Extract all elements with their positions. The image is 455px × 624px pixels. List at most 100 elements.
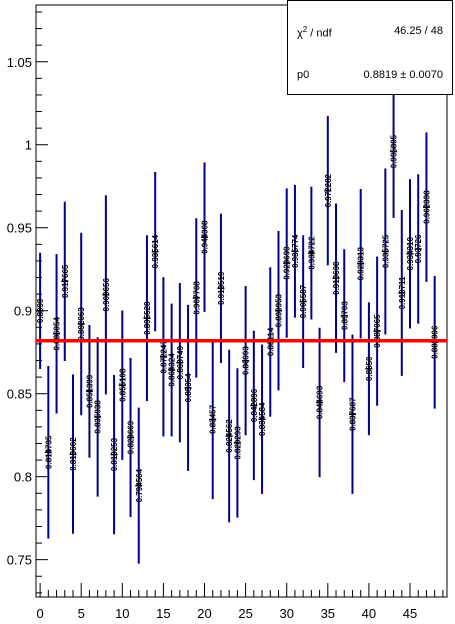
p0-value: 0.8819 ± 0.0070 bbox=[363, 69, 443, 81]
x-tick-label: 0 bbox=[36, 606, 43, 621]
data-label: 0.824562 bbox=[225, 419, 234, 453]
y-axis: 0.75 0.8 0.85 0.9 0.95 1 1.05 bbox=[7, 11, 48, 594]
data-label: 0.813602 bbox=[69, 437, 78, 471]
data-label: 0.872247 bbox=[159, 340, 168, 374]
data-label: 0.89703 bbox=[340, 301, 349, 330]
data-label: 0.907768 bbox=[192, 281, 201, 315]
data-point bbox=[61, 201, 69, 361]
data-label: 0.917665 bbox=[61, 264, 70, 298]
data-label: 0.910711 bbox=[398, 276, 407, 309]
data-point bbox=[110, 374, 118, 535]
data-point bbox=[85, 324, 93, 458]
data-label: 0.928313 bbox=[357, 247, 366, 281]
data-point bbox=[324, 116, 332, 266]
data-point bbox=[422, 132, 430, 282]
data-point bbox=[135, 407, 143, 564]
data-label: 0.905587 bbox=[299, 284, 308, 318]
chi2-symbol: χ bbox=[297, 27, 303, 40]
y-tick-label: 1.05 bbox=[7, 55, 32, 70]
y-tick-label: 0.75 bbox=[7, 553, 32, 568]
data-label: 0.8999 bbox=[36, 298, 45, 323]
data-label: 0.8650 bbox=[365, 356, 374, 381]
x-axis: 0 5 10 15 20 25 30 35 40 45 bbox=[36, 583, 444, 621]
data-point bbox=[217, 213, 225, 363]
data-point bbox=[184, 304, 192, 471]
data-point bbox=[127, 357, 135, 518]
data-label: 0.842896 bbox=[250, 388, 259, 422]
data-label: 0.823669 bbox=[127, 420, 136, 454]
data-label: 0.935725 bbox=[381, 234, 390, 268]
y-tick-label: 0.95 bbox=[7, 221, 32, 236]
plot-border bbox=[35, 4, 448, 598]
data-point bbox=[242, 285, 250, 436]
data-point bbox=[398, 209, 406, 376]
data-point bbox=[176, 282, 184, 443]
data-point bbox=[118, 310, 126, 460]
data-label: 0.814735 bbox=[44, 435, 53, 469]
data-point bbox=[348, 334, 356, 494]
data-label: 0.844693 bbox=[316, 385, 325, 419]
x-tick-label: 20 bbox=[197, 606, 211, 621]
data-label: 0.899953 bbox=[274, 293, 283, 327]
data-label: 0.892063 bbox=[77, 307, 86, 341]
chi2-value: 46.25 / 48 bbox=[394, 25, 443, 37]
data-label: 0.855108 bbox=[118, 368, 127, 402]
y-tick-label: 0.8 bbox=[14, 470, 32, 485]
data-point bbox=[406, 179, 414, 329]
data-point bbox=[373, 256, 381, 406]
data-label: 0.928699 bbox=[283, 246, 292, 280]
data-label: 0.934722 bbox=[307, 236, 316, 270]
data-point bbox=[44, 365, 52, 539]
stats-box: χ2 / ndf 46.25 / 48 p0 0.8819 ± 0.0070 bbox=[287, 0, 453, 95]
data-point bbox=[340, 249, 348, 383]
data-label: 0.83457 bbox=[209, 404, 218, 433]
x-tick-label: 45 bbox=[403, 606, 417, 621]
data-label: 0.913519 bbox=[217, 271, 226, 305]
data-label: 0.995805 bbox=[390, 134, 399, 168]
x-tick-label: 35 bbox=[321, 606, 335, 621]
data-points bbox=[36, 85, 439, 564]
data-label: 0.886054 bbox=[53, 317, 62, 351]
data-label: 0.835938 bbox=[94, 400, 103, 434]
x-tick-label: 5 bbox=[78, 606, 85, 621]
data-point bbox=[53, 254, 61, 414]
x-tick-label: 10 bbox=[115, 606, 129, 621]
data-point bbox=[414, 174, 422, 324]
data-point bbox=[168, 303, 176, 437]
chi2-name: χ2 / ndf bbox=[297, 25, 332, 40]
data-point bbox=[307, 186, 315, 320]
x-tick-label: 25 bbox=[238, 606, 252, 621]
data-point bbox=[250, 330, 258, 481]
stats-row-p0: p0 0.8819 ± 0.0070 bbox=[288, 48, 452, 95]
data-label: 0.935614 bbox=[151, 234, 160, 268]
data-labels: 0.8999 0.814735 0.886054 0.917665 0.813602 0.… bbox=[36, 134, 440, 502]
plot-frame bbox=[35, 4, 448, 598]
data-label: 0.868749 bbox=[176, 345, 185, 379]
y-tick-label: 0.9 bbox=[14, 304, 32, 319]
data-label: 0.85354 bbox=[184, 373, 193, 402]
data-label: 0.935774 bbox=[291, 234, 300, 268]
p0-name: p0 bbox=[297, 69, 310, 81]
data-point bbox=[36, 252, 44, 369]
data-label: 0.820293 bbox=[233, 426, 242, 460]
chi2-superscript: 2 bbox=[302, 25, 308, 34]
data-point bbox=[225, 349, 233, 523]
data-label: 0.962398 bbox=[422, 190, 431, 224]
data-label: 0.851399 bbox=[85, 374, 94, 408]
data-point bbox=[365, 302, 373, 436]
data-label: 0.944308 bbox=[201, 220, 210, 254]
data-point bbox=[258, 344, 266, 494]
x-tick-label: 15 bbox=[156, 606, 170, 621]
data-point bbox=[143, 235, 151, 402]
data-point bbox=[316, 327, 324, 478]
data-point bbox=[332, 203, 340, 353]
data-point bbox=[283, 188, 291, 338]
stats-row-chi2: χ2 / ndf 46.25 / 48 bbox=[288, 1, 452, 48]
y-tick-label: 1 bbox=[25, 138, 32, 153]
data-point bbox=[274, 231, 282, 391]
data-label: 0.919608 bbox=[332, 261, 341, 295]
data-label: 0.813253 bbox=[110, 437, 119, 471]
data-point bbox=[102, 195, 110, 395]
data-point bbox=[209, 339, 217, 500]
data-label: 0.887065 bbox=[373, 314, 382, 348]
